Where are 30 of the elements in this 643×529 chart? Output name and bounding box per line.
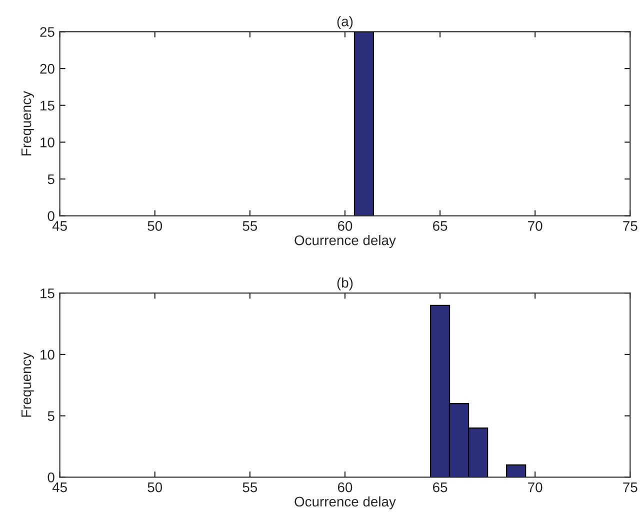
x-tick-label: 75: [623, 482, 638, 492]
y-tick-label: 15: [40, 288, 54, 298]
y-tick-label: 0: [48, 211, 54, 221]
x-tick-label: 70: [528, 221, 542, 231]
x-tick-label: 50: [148, 221, 162, 231]
x-axis-title: Ocurrence delay: [294, 496, 396, 510]
y-tick-label: 10: [40, 350, 54, 360]
x-tick-label: 75: [623, 221, 638, 231]
x-axis-title: Ocurrence delay: [294, 234, 396, 248]
x-tick-label: 60: [338, 221, 352, 231]
x-tick-label: 60: [338, 482, 352, 492]
x-tick-label: 50: [148, 482, 162, 492]
y-tick-label: 5: [48, 174, 54, 184]
y-tick-label: 15: [40, 100, 54, 111]
y-axis-title: Frequency: [22, 90, 34, 156]
x-tick-label: 70: [528, 482, 542, 492]
x-tick-label: 55: [242, 482, 258, 492]
x-tick-label: 45: [52, 482, 67, 492]
y-axis-title: Frequency: [22, 352, 34, 417]
y-tick-label: 25: [40, 27, 54, 37]
y-tick-label: 0: [48, 472, 54, 482]
y-tick-label: 5: [48, 411, 54, 421]
x-tick-label: 45: [52, 221, 67, 231]
chart-title: (a): [337, 16, 353, 30]
x-tick-label: 55: [242, 221, 258, 231]
y-tick-label: 20: [40, 64, 54, 74]
y-tick-label: 10: [40, 138, 54, 148]
x-tick-label: 65: [433, 482, 448, 492]
x-tick-label: 65: [433, 221, 448, 231]
chart-title: (b): [337, 277, 353, 290]
